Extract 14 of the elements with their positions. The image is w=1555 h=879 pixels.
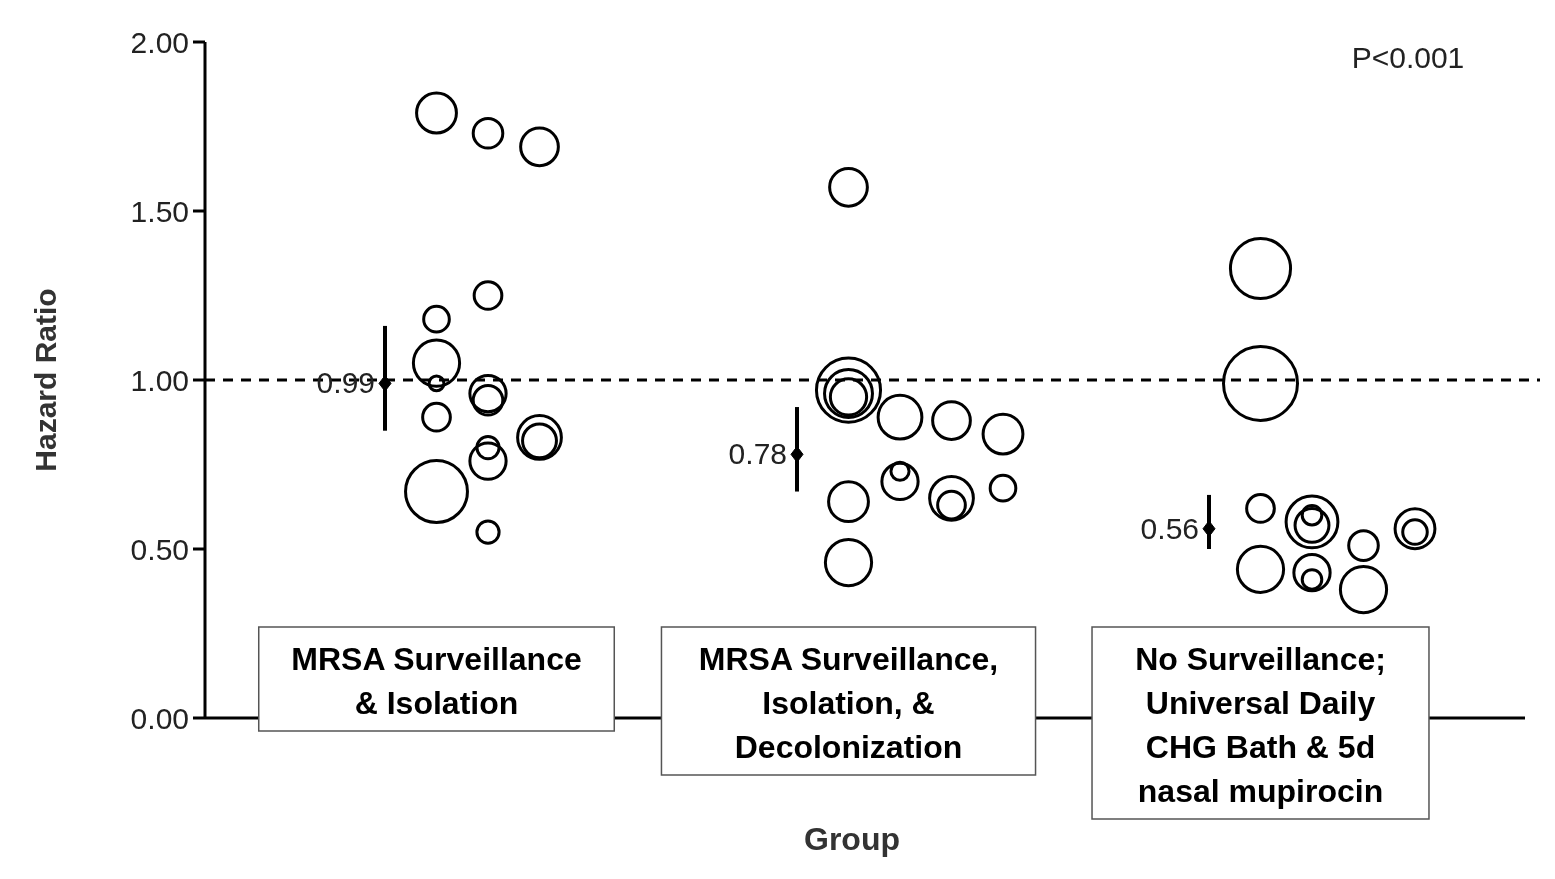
x-tick-label: MRSA Surveillance, Isolation, & Decolonization <box>698 641 999 766</box>
data-label: 0.56 <box>1140 511 1199 545</box>
x-axis-title: Group <box>804 821 900 857</box>
x-tick-label: No Surveillance; Universal Daily CHG Bath & 5d nasal mupirocin <box>1135 641 1386 810</box>
y-axis-title: Hazard Ratio <box>29 288 62 472</box>
annotation: P<0.001 <box>1351 41 1465 74</box>
y-tick-label: 1.50 <box>130 194 189 228</box>
data-label: 0.78 <box>728 437 787 471</box>
y-tick-label: 2.00 <box>130 25 189 59</box>
y-tick-label: 0.00 <box>130 701 189 735</box>
data-label: 0.99 <box>316 366 375 400</box>
x-tick-label: MRSA Surveillance & Isolation <box>291 641 582 722</box>
y-tick-label: 1.00 <box>130 363 189 397</box>
y-tick-label: 0.50 <box>130 532 189 566</box>
